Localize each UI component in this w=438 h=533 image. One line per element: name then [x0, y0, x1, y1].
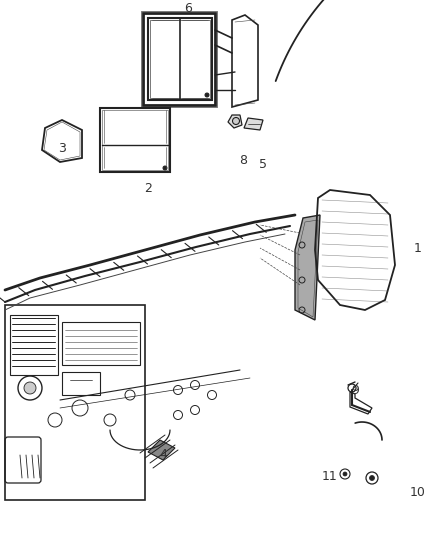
Text: 11: 11 — [322, 470, 338, 482]
Circle shape — [343, 472, 347, 476]
Text: 6: 6 — [184, 2, 192, 14]
Text: 8: 8 — [239, 154, 247, 166]
Circle shape — [205, 93, 209, 97]
Text: 4: 4 — [159, 448, 167, 462]
Text: 9: 9 — [351, 384, 359, 397]
Text: 2: 2 — [144, 182, 152, 195]
Circle shape — [24, 382, 36, 394]
Polygon shape — [295, 215, 320, 320]
Circle shape — [370, 475, 374, 481]
Text: 10: 10 — [410, 486, 426, 498]
Polygon shape — [148, 440, 175, 460]
Text: 3: 3 — [58, 141, 66, 155]
Circle shape — [233, 117, 240, 125]
Text: 5: 5 — [259, 158, 267, 172]
Polygon shape — [244, 118, 263, 130]
Circle shape — [163, 166, 167, 170]
Text: 1: 1 — [414, 241, 422, 254]
Polygon shape — [228, 115, 242, 128]
